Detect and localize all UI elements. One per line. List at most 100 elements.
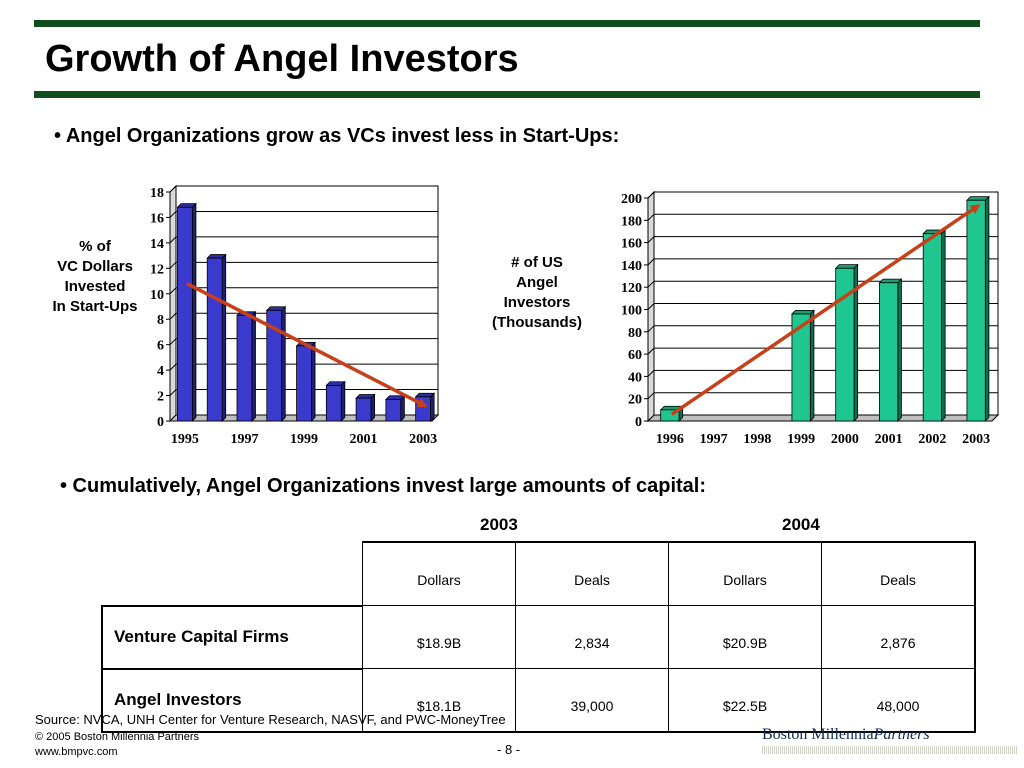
- right-x-tick-label: 2003: [962, 432, 990, 447]
- title-rule-bottom: [34, 91, 980, 98]
- right-gridline: [647, 347, 655, 355]
- left-bar-top: [384, 395, 406, 400]
- row-label: Angel Investors: [101, 667, 363, 733]
- bullet-angel-organizations-grow: • Angel Organizations grow as VCs invest…: [54, 125, 620, 147]
- right-bar-top: [878, 278, 903, 284]
- left-ylabel-line: % of: [79, 238, 111, 255]
- right-y-tick-label: 100: [621, 304, 642, 319]
- left-gridline: [169, 185, 177, 193]
- table-cell: $20.9B: [668, 605, 822, 669]
- right-ylabel-line: Angel: [516, 274, 558, 291]
- right-y-tick-label: 80: [628, 326, 642, 341]
- right-gridline: [647, 280, 655, 288]
- table-row: Angel Investors $18.1B 39,000 $22.5B 48,…: [101, 667, 976, 733]
- left-x-tick-label: 1999: [290, 432, 318, 447]
- left-gridline: [169, 211, 177, 218]
- right-bar: [878, 278, 903, 422]
- right-y-tick-label: 180: [621, 214, 642, 229]
- column-header: Dollars: [668, 541, 822, 606]
- left-bar-side: [311, 341, 316, 422]
- right-x-tick-label: 1996: [656, 432, 684, 447]
- right-bar-side: [809, 309, 815, 422]
- left-gridline: [169, 363, 177, 371]
- left-y-tick-label: 2: [157, 390, 164, 405]
- right-ylabel-line: (Thousands): [492, 314, 582, 331]
- left-bar-top: [325, 381, 346, 386]
- right-y-tick-label: 20: [628, 393, 642, 408]
- website-url: www.bmpvc.com: [35, 746, 118, 758]
- left-bar-top: [265, 306, 287, 311]
- right-bar: [922, 229, 947, 422]
- left-ylabel-line: VC Dollars: [57, 258, 133, 275]
- left-bar-front: [206, 257, 223, 422]
- left-bar-front: [236, 315, 253, 422]
- right-x-tick-label: 1999: [787, 432, 815, 447]
- copyright-note: © 2005 Boston Millennia Partners: [35, 731, 200, 743]
- right-ylabel-line: Investors: [503, 294, 571, 311]
- left-side-wall: [169, 184, 177, 423]
- right-gridline: [647, 213, 655, 221]
- left-x-tick-label: 2003: [409, 432, 437, 447]
- right-x-tick-label: 2000: [831, 432, 859, 447]
- table-corner-cell: [102, 542, 363, 606]
- left-ylabel-line: Invested: [64, 278, 126, 295]
- left-y-tick-label: 6: [157, 339, 164, 354]
- table-cell: 2,876: [821, 605, 976, 669]
- table-cell: 39,000: [515, 668, 669, 733]
- right-y-tick-label: 200: [621, 192, 642, 207]
- left-gridline: [169, 389, 177, 396]
- left-bar-side: [191, 202, 197, 422]
- left-bar-side: [251, 310, 256, 422]
- left-bar-side: [340, 380, 346, 422]
- right-bar-chart: 0 20 40 60 80 100 120 140 160 180 200 1996 1997 1998 1…: [621, 190, 1000, 447]
- left-y-tick-label: 0: [157, 415, 164, 430]
- left-bar-front: [296, 345, 312, 422]
- left-gridline: [169, 287, 177, 295]
- right-bar-top: [790, 309, 815, 315]
- left-bar: [414, 392, 436, 422]
- column-header: Dollars: [362, 541, 516, 606]
- left-y-tick-label: 14: [150, 237, 164, 252]
- left-bar: [325, 380, 346, 422]
- left-y-tick-label: 16: [150, 211, 164, 226]
- logo-italic-text: Partners: [873, 726, 930, 743]
- right-bar-side: [984, 195, 990, 422]
- left-bar-front: [325, 384, 342, 422]
- left-trend-arrow: [186, 282, 428, 408]
- left-x-tick-label: 2001: [350, 432, 378, 447]
- table-year-2003: 2003: [480, 515, 518, 534]
- left-y-tick-label: 18: [150, 186, 164, 201]
- right-ylabel-line: # of US: [511, 254, 563, 271]
- left-bar-top: [355, 394, 376, 399]
- right-chart-ylabel: # of US Angel Investors (Thousands): [482, 253, 592, 333]
- left-bar-front: [385, 398, 402, 422]
- left-x-tick-label: 1997: [230, 432, 258, 447]
- right-bar-front: [835, 267, 855, 422]
- right-gridline: [647, 370, 655, 377]
- column-header: Deals: [515, 541, 669, 606]
- left-bar-top: [206, 254, 227, 259]
- source-note: Source: NVCA, UNH Center for Venture Res…: [35, 712, 506, 727]
- title-rule-top: [34, 20, 980, 27]
- table-cell: 2,834: [515, 605, 669, 669]
- left-bar: [236, 310, 257, 422]
- right-bar: [834, 263, 859, 422]
- left-y-tick-label: 12: [150, 262, 164, 277]
- left-bar-front: [177, 206, 193, 422]
- right-gridline: [647, 191, 655, 199]
- left-y-tick-label: 8: [157, 313, 164, 328]
- left-bar: [265, 305, 287, 422]
- right-x-tick-label: 2002: [918, 432, 946, 447]
- right-bar-front: [879, 282, 899, 422]
- right-bar: [965, 195, 990, 422]
- right-gridline: [647, 236, 655, 243]
- left-bar-front: [355, 397, 372, 422]
- left-bar: [384, 394, 406, 422]
- right-gridline: [647, 258, 655, 266]
- left-ylabel-line: In Start-Ups: [52, 298, 138, 315]
- right-x-tick-label: 1997: [700, 432, 728, 447]
- right-x-tick-label: 1998: [743, 432, 771, 447]
- left-bar-front: [266, 309, 283, 422]
- left-bar: [206, 253, 227, 422]
- right-y-tick-label: 40: [628, 370, 642, 385]
